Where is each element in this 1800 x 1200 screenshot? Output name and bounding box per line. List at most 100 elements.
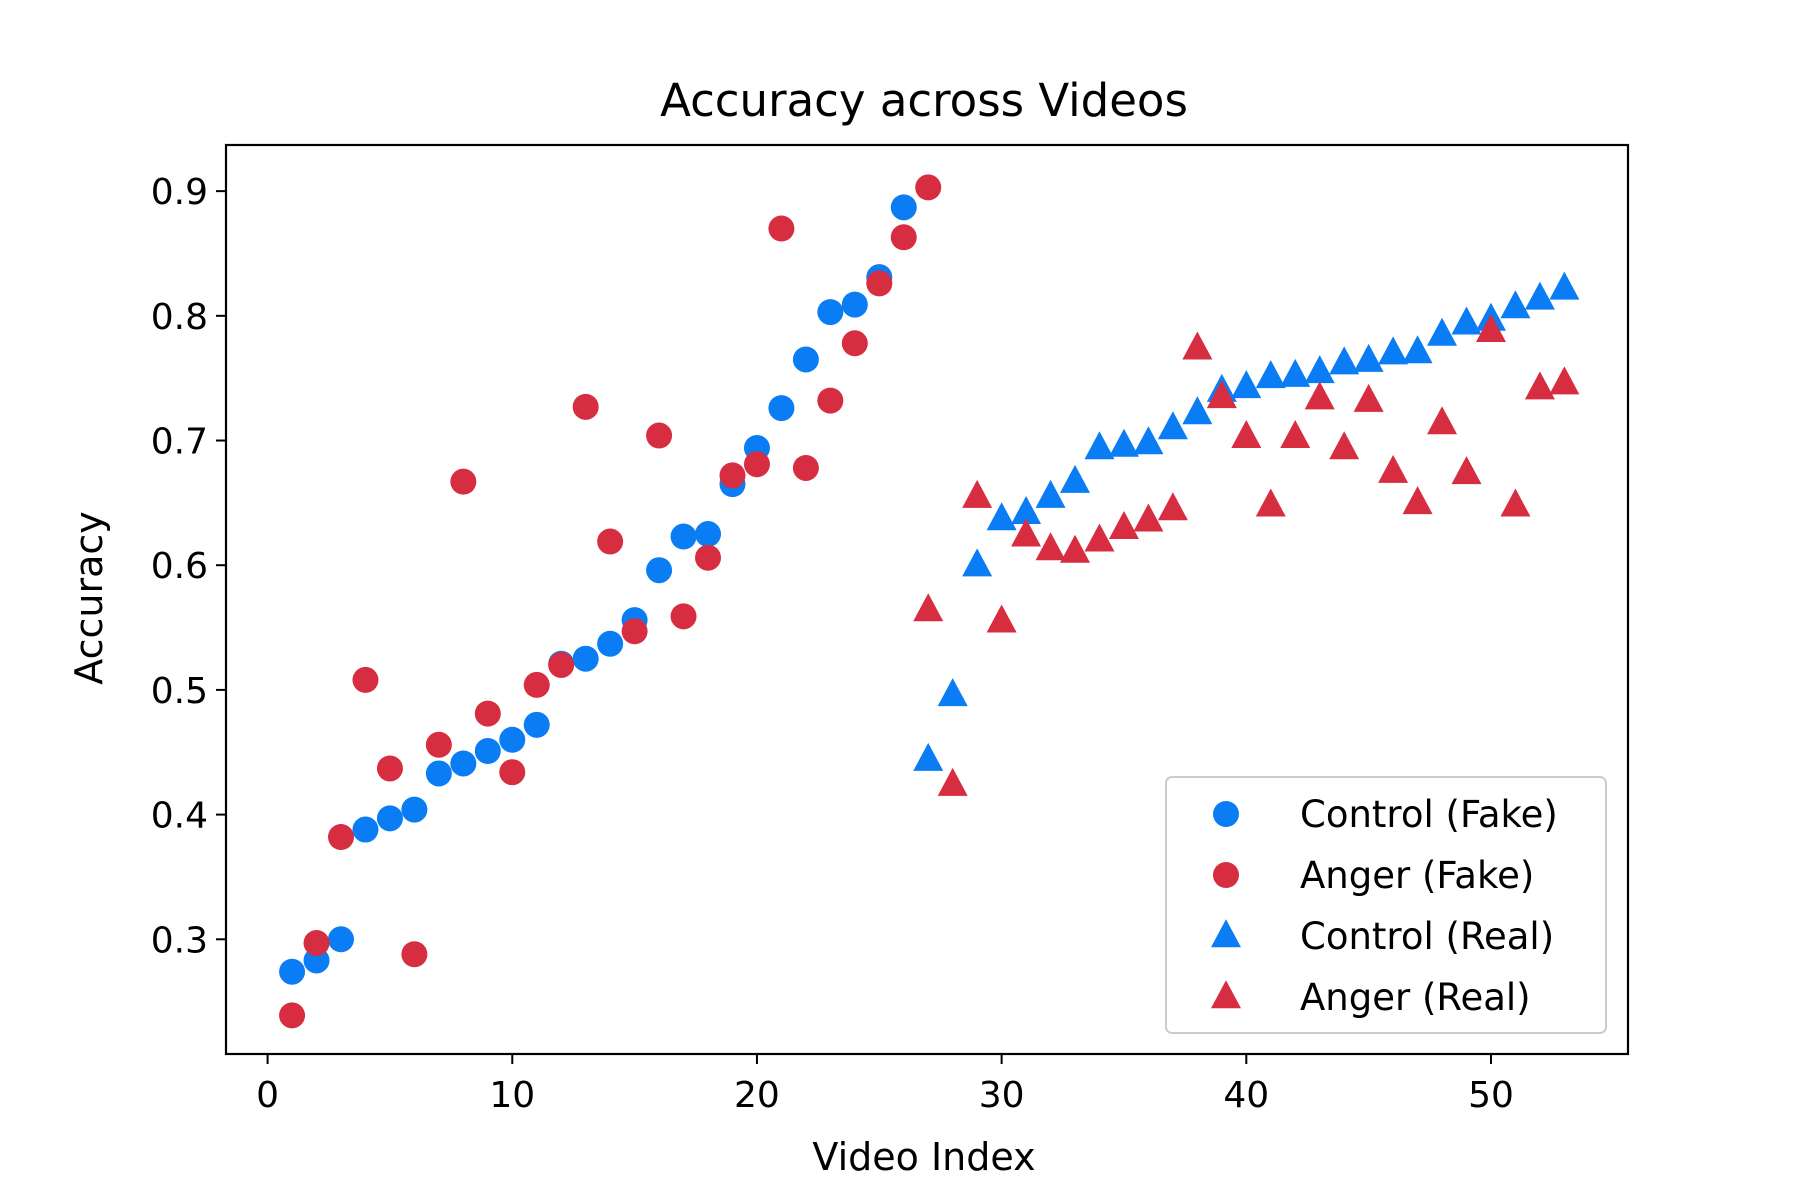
data-point — [1108, 428, 1139, 457]
legend-marker — [1213, 801, 1239, 827]
data-point — [1108, 511, 1139, 540]
data-point — [817, 387, 844, 414]
data-point — [1157, 411, 1188, 440]
data-point — [1451, 456, 1482, 485]
y-tick-label: 0.6 — [151, 546, 208, 587]
data-point — [937, 678, 968, 707]
data-point — [1133, 426, 1164, 455]
data-point — [1353, 343, 1384, 372]
data-point — [303, 930, 330, 957]
legend-label: Anger (Real) — [1300, 976, 1531, 1019]
data-point — [1255, 488, 1286, 517]
data-point — [279, 1002, 306, 1029]
data-point — [695, 521, 722, 548]
data-point — [768, 215, 795, 242]
data-point — [1133, 503, 1164, 532]
data-point — [1500, 488, 1531, 517]
data-point — [548, 651, 575, 678]
data-point — [450, 468, 477, 495]
data-point — [474, 738, 501, 764]
data-point — [743, 451, 770, 478]
data-point — [1329, 431, 1360, 460]
data-point — [670, 523, 697, 550]
data-point — [1231, 370, 1262, 399]
data-point — [1035, 479, 1066, 508]
legend-marker — [1211, 919, 1241, 948]
y-axis-ticks: 0.3 0.4 0.5 0.6 0.7 0.8 0.9 — [151, 172, 226, 961]
data-point — [1524, 371, 1555, 400]
legend-label: Control (Fake) — [1300, 793, 1558, 836]
data-point — [866, 270, 893, 297]
data-point — [401, 796, 428, 823]
data-point — [450, 750, 477, 777]
data-point — [425, 760, 452, 787]
data-point — [962, 479, 993, 508]
y-tick-label: 0.7 — [151, 422, 208, 463]
data-point — [792, 346, 819, 373]
data-point — [1280, 358, 1311, 387]
y-tick-label: 0.3 — [151, 920, 208, 961]
x-tick-label: 50 — [1468, 1075, 1514, 1116]
data-point — [327, 824, 354, 851]
data-point — [523, 711, 550, 738]
data-point — [376, 755, 403, 782]
data-point — [913, 742, 944, 771]
legend-item: Anger (Real) — [1211, 976, 1531, 1019]
data-point — [1206, 380, 1237, 409]
data-markers — [279, 174, 1580, 1029]
series-4 — [913, 313, 1580, 796]
data-point — [1475, 313, 1506, 342]
data-point — [1304, 355, 1335, 384]
data-point — [1329, 346, 1360, 375]
legend-label: Anger (Fake) — [1300, 854, 1534, 897]
data-point — [915, 174, 942, 201]
data-point — [1451, 306, 1482, 335]
data-point — [1084, 431, 1115, 460]
data-point — [1011, 496, 1042, 525]
data-point — [327, 926, 354, 953]
data-point — [499, 726, 526, 753]
data-point — [1084, 523, 1115, 552]
y-tick-label: 0.5 — [151, 671, 208, 712]
data-point — [376, 805, 403, 832]
data-point — [1035, 532, 1066, 561]
data-point — [1427, 317, 1458, 346]
data-point — [1182, 331, 1213, 360]
chart-title: Accuracy across Videos — [660, 74, 1188, 127]
data-point — [621, 618, 648, 645]
data-point — [572, 393, 599, 420]
data-point — [768, 395, 795, 422]
x-tick-label: 30 — [979, 1075, 1025, 1116]
data-point — [962, 548, 993, 577]
data-point — [1304, 381, 1335, 410]
data-point — [1060, 464, 1091, 493]
legend-marker — [1213, 862, 1239, 888]
data-point — [1157, 492, 1188, 521]
data-point — [792, 454, 819, 481]
data-point — [986, 502, 1017, 531]
x-axis-ticks: 0 10 20 30 40 50 — [256, 1054, 1514, 1116]
data-point — [597, 630, 624, 657]
series-2 — [279, 174, 942, 1029]
series-3 — [913, 271, 1580, 771]
data-point — [1255, 360, 1286, 389]
y-tick-label: 0.4 — [151, 796, 208, 837]
data-point — [597, 528, 624, 555]
y-tick-label: 0.8 — [151, 297, 208, 338]
data-point — [279, 958, 306, 985]
data-point — [523, 671, 550, 698]
data-point — [1060, 534, 1091, 563]
data-point — [1182, 396, 1213, 425]
legend-marker — [1211, 980, 1241, 1009]
data-point — [986, 604, 1017, 633]
data-point — [1549, 271, 1580, 300]
data-point — [1280, 419, 1311, 448]
data-point — [1402, 486, 1433, 515]
data-point — [890, 224, 917, 251]
data-point — [352, 666, 379, 693]
legend: Control (Fake) Anger (Fake) Control (Real)… — [1165, 776, 1607, 1034]
x-tick-label: 40 — [1223, 1075, 1269, 1116]
data-point — [841, 330, 868, 357]
x-tick-label: 0 — [256, 1075, 279, 1116]
